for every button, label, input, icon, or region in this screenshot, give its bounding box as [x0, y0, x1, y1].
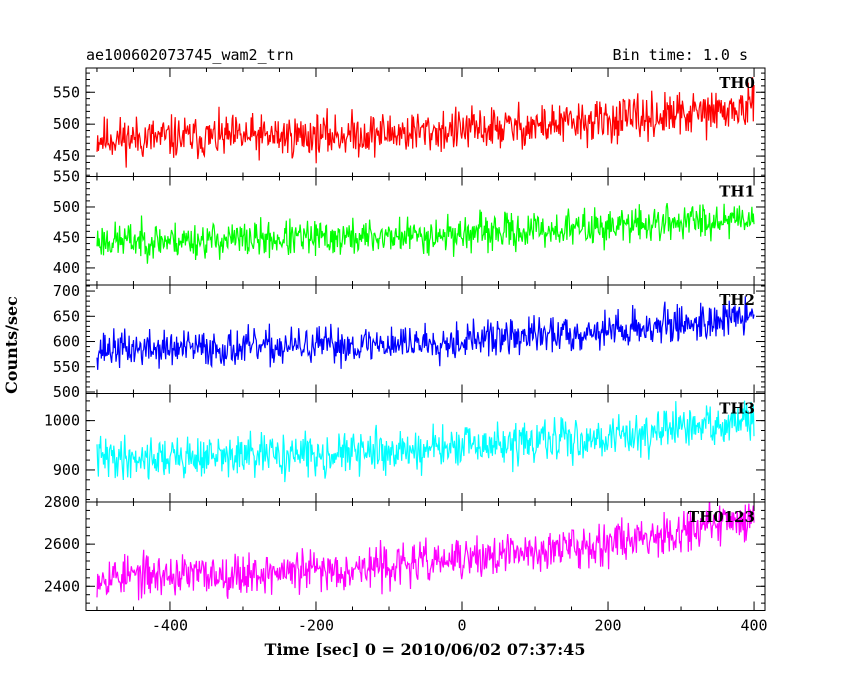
series-line-th3 — [96, 400, 755, 483]
x-axis-label: Time [sec] 0 = 2010/06/02 07:37:45 — [265, 640, 586, 659]
y-tick-label: 2400 — [44, 577, 80, 595]
y-tick-label: 500 — [53, 115, 80, 133]
y-tick-label: 400 — [53, 259, 80, 277]
y-tick-label: 500 — [53, 198, 80, 216]
y-tick-label: 650 — [53, 307, 80, 325]
panel-frame — [85, 501, 766, 611]
y-tick-label: 2800 — [44, 493, 80, 511]
series-line-th0123 — [96, 502, 755, 601]
y-tick-label: 600 — [53, 333, 80, 351]
y-tick-label: 1000 — [44, 412, 80, 430]
y-tick-label: 450 — [53, 147, 80, 165]
panel-label-th0123: TH0123 — [688, 508, 755, 526]
y-tick-label: 2600 — [44, 535, 80, 553]
x-tick-label: 400 — [741, 617, 768, 635]
x-tick-label: -400 — [152, 617, 188, 635]
series-line-th0 — [96, 77, 755, 168]
panel-label-th0: TH0 — [719, 74, 755, 92]
chart-title: ae100602073745_wam2_trn — [86, 46, 294, 64]
y-tick-label: 450 — [53, 228, 80, 246]
panel-label-th3: TH3 — [719, 400, 755, 418]
series-line-th2 — [96, 296, 755, 370]
y-tick-label: 550 — [53, 168, 80, 186]
x-tick-label: 0 — [457, 617, 466, 635]
panels: 450 500 550 TH0 400 450 500 550 TH1 500 550 600 650 7… — [44, 67, 768, 635]
y-tick-label: 900 — [53, 461, 80, 479]
y-tick-label: 500 — [53, 383, 80, 401]
x-tick-label: -200 — [298, 617, 334, 635]
y-tick-label: 700 — [53, 282, 80, 300]
bin-time-label: Bin time: 1.0 s — [613, 46, 748, 64]
y-axis-label: Counts/sec — [2, 296, 21, 394]
y-tick-label: 550 — [53, 358, 80, 376]
x-tick-label: 200 — [594, 617, 621, 635]
panel-label-th1: TH1 — [719, 183, 755, 201]
series-line-th1 — [96, 202, 755, 264]
y-tick-label: 550 — [53, 83, 80, 101]
panel-label-th2: TH2 — [719, 291, 755, 309]
